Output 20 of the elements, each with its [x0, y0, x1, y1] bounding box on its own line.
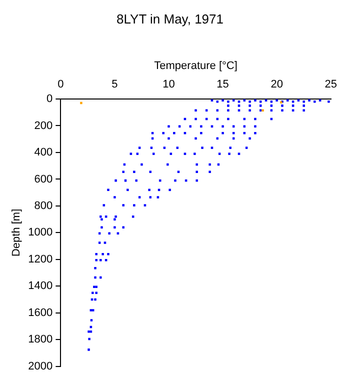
y-axis-title: Depth [m]: [10, 208, 23, 257]
y-tick-label: 2000: [28, 360, 53, 372]
y-tick-label: 1400: [28, 280, 53, 292]
y-tick-label: 400: [34, 146, 53, 159]
x-tick-label: 20: [270, 78, 283, 90]
y-tick-label: 1200: [28, 253, 53, 266]
y-tick-label: 0: [46, 93, 53, 106]
chart-title: 8LYT in May, 1971: [116, 11, 224, 26]
x-tick-label: 15: [216, 78, 229, 90]
y-tick-label: 1000: [28, 226, 53, 239]
x-tick-label: 5: [112, 78, 118, 90]
y-tick-label: 200: [34, 120, 53, 132]
x-tick-label: 10: [162, 78, 175, 90]
y-tick-label: 600: [34, 173, 53, 186]
y-tick-label: 1800: [28, 334, 53, 346]
x-axis-title: Temperature [°C]: [154, 60, 238, 72]
x-tick-label: 0: [58, 78, 64, 90]
y-tick-label: 800: [34, 200, 53, 212]
x-tick-label: 25: [324, 78, 338, 90]
y-tick-label: 1600: [28, 306, 53, 319]
